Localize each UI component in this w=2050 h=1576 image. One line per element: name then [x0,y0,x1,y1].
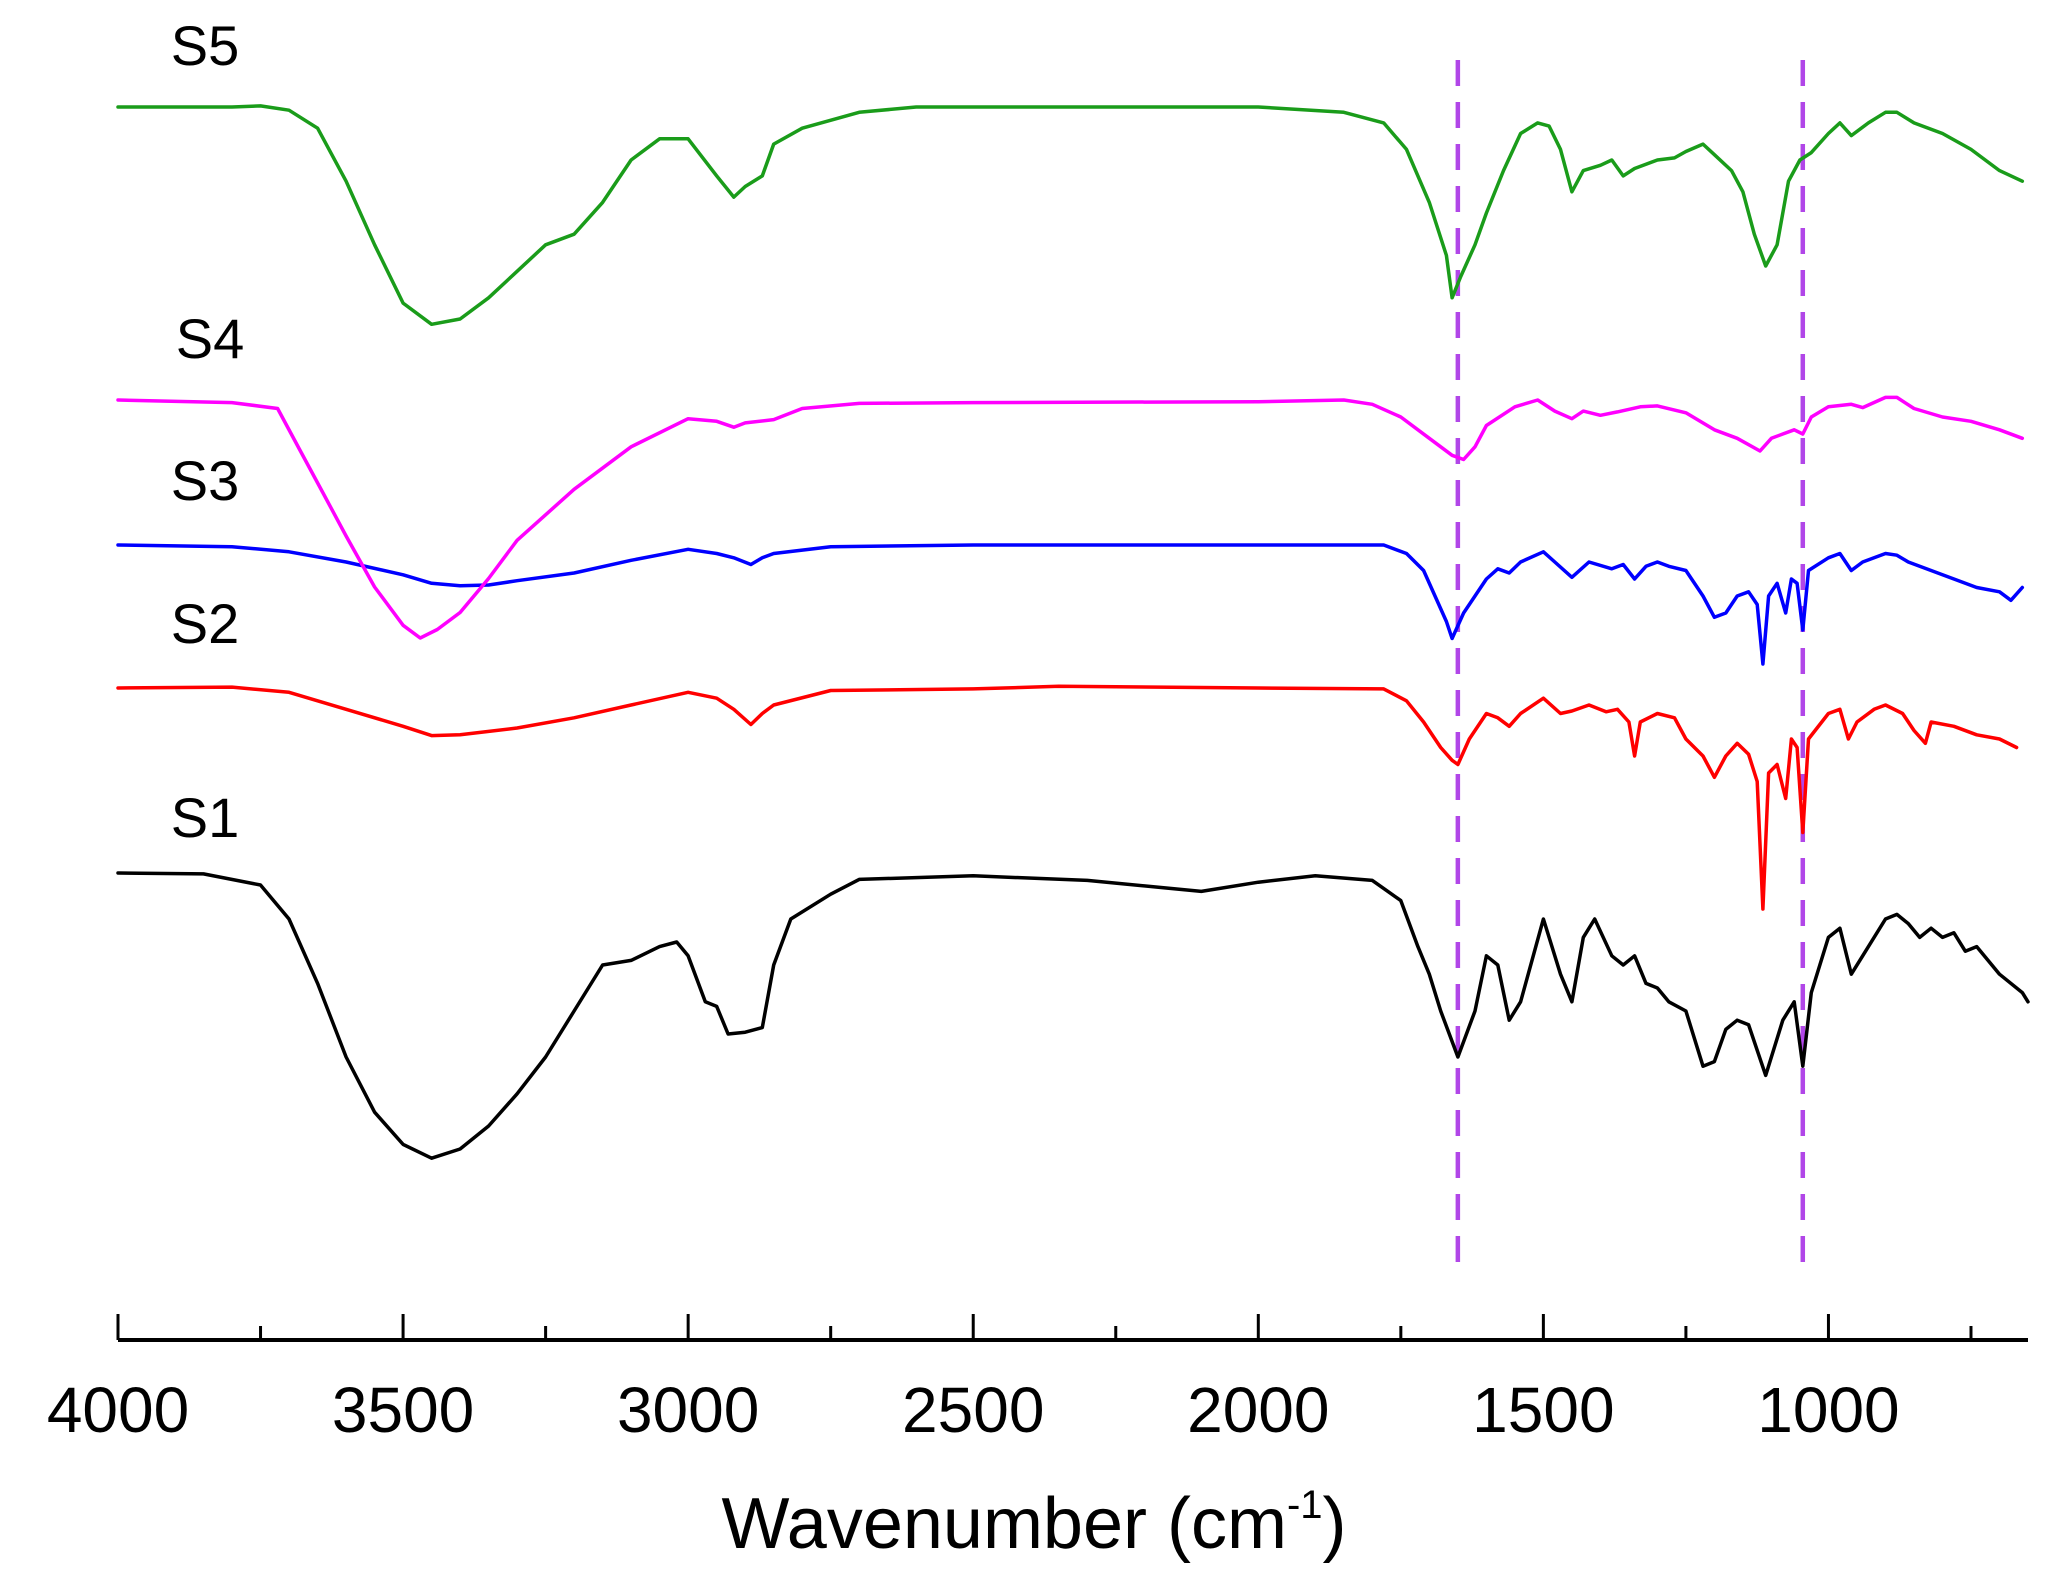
x-tick-label: 3000 [617,1374,759,1446]
x-axis-ticks: 4000 3500 3000 2500 2000 1500 1000 [47,1314,1973,1446]
series-s2-label: S2 [171,592,240,655]
x-tick-label: 2500 [902,1374,1044,1446]
series-s5-label: S5 [171,14,240,77]
x-tick-label: 4000 [47,1374,189,1446]
x-axis: 4000 3500 3000 2500 2000 1500 1000 [47,1314,2028,1446]
x-tick-label: 2000 [1187,1374,1329,1446]
spectra-series [116,104,2030,1160]
series-s4-line [116,395,2025,640]
series-s4-label: S4 [176,307,245,370]
x-tick-label: 1000 [1757,1374,1899,1446]
series-s5-line [116,104,2025,327]
x-tick-label: 1500 [1472,1374,1614,1446]
series-s1-line [116,871,2030,1160]
series-s1-label: S1 [171,786,240,849]
x-tick-label: 3500 [332,1374,474,1446]
reference-lines [1455,60,1806,1275]
series-labels: S1 S2 S3 S4 S5 [171,14,245,849]
series-s3-label: S3 [171,449,240,512]
series-s2-line [116,684,2019,911]
series-s3-line [116,543,2025,666]
x-axis-title: Wavenumber (cm-1) [721,1483,1346,1564]
